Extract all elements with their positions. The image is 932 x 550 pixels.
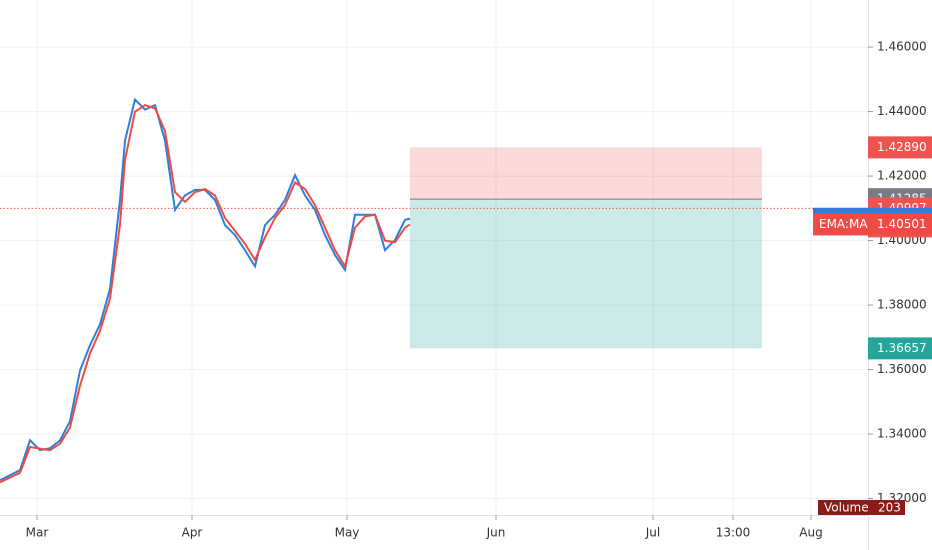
y-tick-label: 1.36000 <box>877 362 927 376</box>
x-tick-label: Aug <box>799 526 822 540</box>
y-tick-label: 1.38000 <box>877 298 927 312</box>
profit-zone <box>410 147 762 200</box>
badge-tag: EMA:MA <box>819 217 868 231</box>
x-tick-label: Jul <box>645 526 660 540</box>
x-tick-label: May <box>335 526 360 540</box>
loss-zone <box>410 199 762 349</box>
x-tick-label: Apr <box>182 526 203 540</box>
volume-value: 203 <box>878 501 901 515</box>
series-badge <box>813 213 932 236</box>
y-tick-label: 1.46000 <box>877 40 927 54</box>
badge-label: 1.40501 <box>877 217 927 231</box>
stop-badge <box>868 337 932 360</box>
x-tick-label: 13:00 <box>716 526 751 540</box>
target-badge <box>868 136 932 159</box>
volume-label: Volume <box>824 501 869 515</box>
y-tick-label: 1.44000 <box>877 104 927 118</box>
y-tick-label: 1.34000 <box>877 427 927 441</box>
x-tick-label: Jun <box>486 526 506 540</box>
badge-label: 1.36657 <box>877 341 927 355</box>
volume-badge <box>818 500 905 515</box>
x-tick-label: Mar <box>26 526 49 540</box>
y-tick-label: 1.42000 <box>877 169 927 183</box>
indicator-line <box>0 103 411 484</box>
badge-label: 1.42890 <box>877 140 927 154</box>
